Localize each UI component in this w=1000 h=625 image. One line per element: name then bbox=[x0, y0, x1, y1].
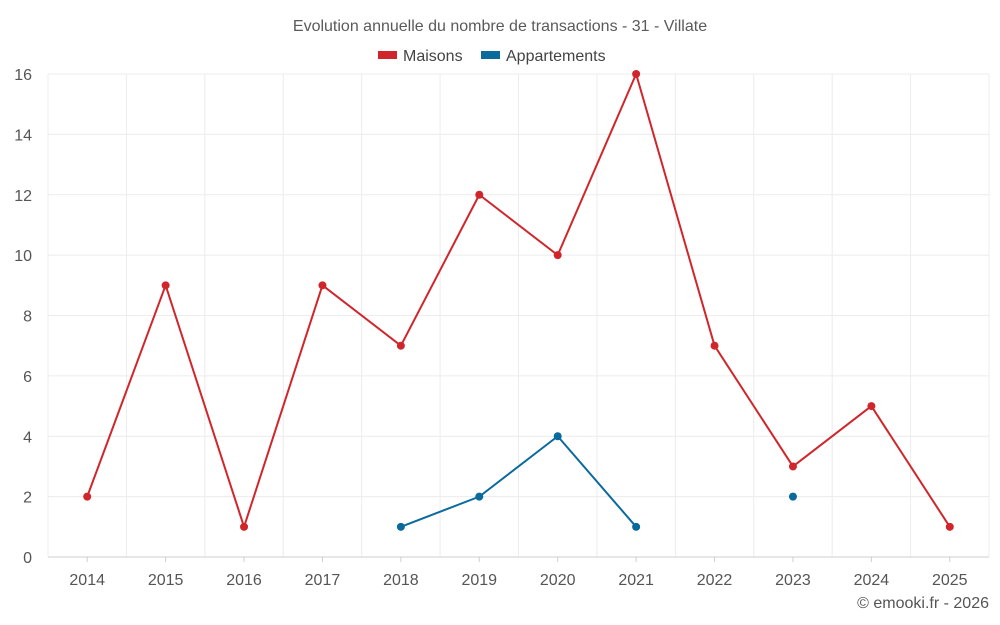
legend-label-appartements: Appartements bbox=[506, 48, 606, 65]
data-point-maisons bbox=[83, 492, 92, 501]
x-tick-label: 2019 bbox=[461, 572, 497, 589]
series-line-maisons bbox=[86, 73, 951, 528]
x-tick-label: 2020 bbox=[540, 572, 576, 589]
data-point-appartements bbox=[632, 522, 641, 531]
x-tick-label: 2015 bbox=[148, 572, 184, 589]
x-tick-label: 2017 bbox=[305, 572, 341, 589]
legend-label-maisons: Maisons bbox=[403, 48, 463, 65]
x-tick-label: 2024 bbox=[854, 572, 890, 589]
data-point-maisons bbox=[867, 402, 876, 411]
x-tick-label: 2025 bbox=[932, 572, 968, 589]
legend-swatch-appartements bbox=[481, 51, 500, 59]
y-tick-label: 2 bbox=[23, 490, 32, 507]
data-point-maisons bbox=[710, 341, 719, 350]
data-point-maisons bbox=[318, 281, 327, 290]
y-tick-label: 8 bbox=[23, 309, 32, 326]
data-point-appartements bbox=[553, 432, 562, 441]
y-tick-label: 6 bbox=[23, 369, 32, 386]
series-layer bbox=[83, 70, 954, 531]
data-point-maisons bbox=[788, 462, 797, 471]
data-point-maisons bbox=[240, 522, 249, 531]
data-point-maisons bbox=[553, 251, 562, 260]
legend-item-maisons[interactable]: Maisons bbox=[378, 48, 463, 65]
data-point-appartements bbox=[475, 492, 484, 501]
data-point-maisons bbox=[632, 70, 641, 78]
y-tick-label: 10 bbox=[14, 248, 32, 265]
axes: 0 2 4 6 8 10 12 14 16 2014 2015 2016 2017 2018 2019 202… bbox=[14, 67, 989, 589]
series-line-appartements bbox=[400, 435, 637, 528]
legend: Maisons Appartements bbox=[378, 48, 606, 65]
x-tick-label: 2016 bbox=[226, 572, 262, 589]
y-tick-label: 0 bbox=[23, 550, 32, 567]
legend-swatch-maisons bbox=[378, 51, 397, 59]
credit-text: © emooki.fr - 2026 bbox=[857, 595, 989, 612]
y-tick-label: 12 bbox=[14, 188, 32, 205]
data-point-appartements bbox=[396, 522, 405, 531]
data-point-maisons bbox=[475, 190, 484, 199]
y-tick-label: 4 bbox=[23, 429, 32, 446]
data-point-maisons bbox=[161, 281, 170, 290]
y-tick-label: 14 bbox=[14, 127, 32, 144]
legend-item-appartements[interactable]: Appartements bbox=[481, 48, 606, 65]
data-point-maisons bbox=[396, 341, 405, 350]
data-point-maisons bbox=[945, 522, 954, 531]
x-tick-label: 2021 bbox=[618, 572, 654, 589]
x-tick-label: 2023 bbox=[775, 572, 811, 589]
x-tick-label: 2018 bbox=[383, 572, 419, 589]
data-point-appartements bbox=[788, 492, 797, 501]
y-tick-label: 16 bbox=[14, 67, 32, 84]
grid bbox=[47, 73, 990, 557]
chart-title: Evolution annuelle du nombre de transact… bbox=[293, 18, 707, 35]
x-tick-label: 2022 bbox=[697, 572, 733, 589]
x-tick-label: 2014 bbox=[69, 572, 105, 589]
